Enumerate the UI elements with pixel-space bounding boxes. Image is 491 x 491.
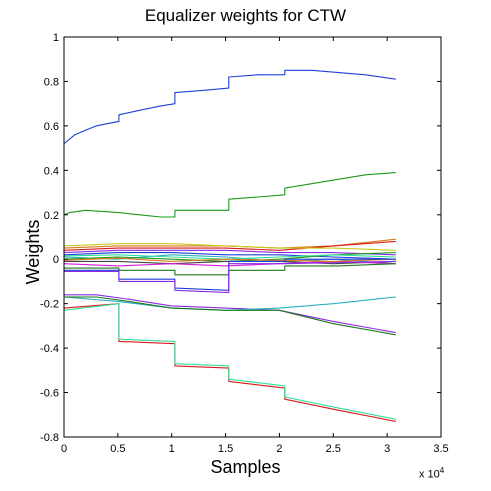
series-line-20 — [64, 260, 396, 294]
x-multiplier-base: x 10 — [419, 468, 440, 481]
series-line-14 — [64, 260, 396, 265]
y-tick-label-5: 0.2 — [44, 210, 59, 222]
series-line-0 — [63, 69, 396, 145]
x-tick-label-2: 1 — [169, 443, 175, 455]
x-tick-label-4: 2 — [276, 443, 282, 455]
x-tick-label-0: 0 — [61, 443, 67, 455]
series-line-3 — [63, 303, 396, 420]
y-tick-label-3: -0.2 — [40, 299, 59, 311]
series-line-8 — [63, 240, 396, 251]
series-line-17 — [63, 257, 396, 262]
x-multiplier-exponent: 4 — [439, 466, 445, 475]
chart-title: Equalizer weights for CTW — [144, 6, 347, 25]
y-tick-label-9: 1 — [53, 32, 59, 44]
x-tick-label-5: 2.5 — [326, 443, 341, 455]
axes-layer: 0 0.5 1 1.5 2 2.5 3 3.5 -0.8 -0.6 -0.4 -0.2 0 0.2 0.4 0… — [40, 32, 449, 455]
series-line-1 — [63, 172, 396, 218]
x-tick-label-7: 3.5 — [433, 443, 448, 455]
x-tick-label-1: 0.5 — [110, 443, 125, 455]
y-tick-label-7: 0.6 — [44, 121, 59, 133]
y-tick-label-4: 0 — [53, 254, 59, 266]
series-layer — [63, 69, 396, 422]
series-line-2 — [63, 303, 396, 422]
x-tick-label-6: 3 — [384, 443, 390, 455]
y-tick-label-1: -0.6 — [40, 388, 59, 400]
x-axis-label: Samples — [210, 457, 281, 477]
series-line-9 — [63, 243, 396, 251]
series-line-11 — [63, 252, 396, 260]
plot-area-frame — [63, 36, 442, 438]
series-line-10 — [63, 249, 396, 256]
y-tick-label-8: 0.8 — [44, 76, 59, 88]
x-tick-label-3: 1.5 — [218, 443, 233, 455]
y-tick-label-6: 0.4 — [44, 165, 59, 177]
series-line-6 — [64, 296, 396, 336]
y-tick-label-2: -0.4 — [40, 343, 59, 355]
series-line-4 — [64, 294, 396, 334]
x-axis-multiplier: x 104 — [419, 466, 444, 481]
y-tick-label-0: -0.8 — [40, 432, 59, 444]
